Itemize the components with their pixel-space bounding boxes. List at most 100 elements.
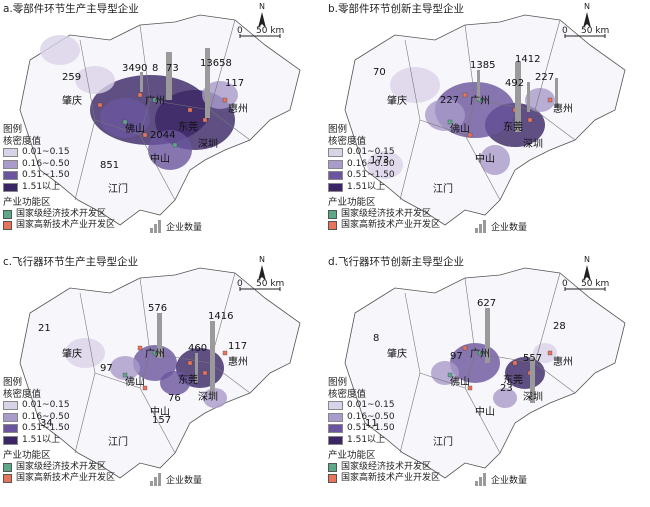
legend-swatch — [328, 401, 343, 411]
legend-swatch — [3, 412, 18, 422]
map-svg — [19, 12, 301, 226]
count-bar — [210, 321, 215, 396]
legend-zone-swatch — [3, 474, 12, 484]
count-label: 1416 — [208, 311, 234, 322]
legend-class-label: 0.16~0.50 — [22, 158, 70, 169]
legend-title: 图例 — [328, 377, 348, 388]
density-area — [202, 81, 238, 109]
legend-swatch — [328, 171, 343, 181]
panel-title: a.零部件环节生产主导型企业 — [3, 3, 139, 15]
count-label: 8 — [373, 333, 380, 344]
legend-class-label: 0.01~0.15 — [22, 147, 70, 157]
count-legend: 企业数量 — [475, 220, 527, 233]
legend-zone-swatch — [328, 474, 337, 484]
legend-class-row: 0.01~0.15 — [3, 400, 115, 412]
legend-zone-row: 国家级经济技术开发区 — [3, 462, 115, 474]
legend-class-label: 1.51以上 — [22, 434, 61, 445]
count-bar — [157, 313, 162, 358]
count-label: 1412 — [515, 54, 541, 65]
zone-marker — [137, 345, 143, 351]
map-svg — [344, 265, 626, 479]
zone-marker — [462, 345, 468, 351]
legend-class-label: 1.51以上 — [347, 434, 386, 445]
legend-zone-row: 国家级经济技术开发区 — [328, 462, 440, 474]
count-label: 76 — [168, 393, 181, 404]
legend-zone-row: 国家级经济技术开发区 — [328, 209, 440, 221]
scale-bar — [564, 287, 606, 291]
legend-zone-label: 国家高新技术产业开发区 — [16, 220, 116, 230]
legend-zone-label: 国家高新技术产业开发区 — [16, 473, 116, 483]
count-bar — [205, 48, 210, 118]
city-label: 江门 — [433, 184, 453, 195]
count-label: 11 — [365, 418, 378, 429]
city-label: 东莞 — [503, 375, 523, 386]
count-bar — [527, 82, 530, 112]
legend-class-label: 0.01~0.15 — [22, 400, 70, 410]
legend-class-row: 1.51以上 — [328, 435, 440, 447]
city-label: 惠州 — [553, 104, 573, 115]
zone-marker — [222, 350, 228, 356]
density-area — [110, 356, 140, 380]
count-legend-bars-icon — [475, 220, 487, 233]
legend-class-label: 0.51~1.50 — [347, 170, 395, 180]
legend-swatch — [328, 424, 343, 434]
panel-title: c.飞行器环节生产主导型企业 — [3, 256, 139, 268]
count-bar — [515, 62, 521, 132]
city-label: 肇庆 — [62, 349, 82, 360]
panel-b: b.零部件环节创新主导型企业 N 0 50 km 肇庆 广州 佛山 东莞 惠州 江门 中山 深圳 70 1… — [325, 0, 650, 253]
zone-marker — [202, 117, 208, 123]
city-label: 中山 — [150, 154, 170, 165]
legend-zone-swatch — [3, 221, 12, 231]
north-arrow-icon — [258, 265, 266, 281]
zone-marker — [527, 117, 533, 123]
scale-zero: 0 — [237, 26, 243, 36]
city-label: 东莞 — [503, 122, 523, 133]
city-boundary — [534, 19, 561, 111]
legend-swatch — [328, 412, 343, 422]
count-label: 2044 — [150, 130, 176, 141]
count-legend: 企业数量 — [150, 220, 202, 233]
legend-zone-swatch — [328, 209, 337, 219]
legend-zone-row: 国家高新技术产业开发区 — [328, 473, 440, 485]
legend-class-row: 0.01~0.15 — [328, 147, 440, 159]
legend-zone-label: 国家高新技术产业开发区 — [341, 220, 441, 230]
legend-zone-swatch — [3, 462, 12, 472]
count-bar — [530, 358, 535, 403]
scale-zero: 0 — [237, 279, 243, 289]
map-svg — [19, 265, 301, 479]
density-area — [148, 130, 192, 170]
density-area — [65, 338, 105, 368]
map-legend: 图例 核密度值 0.01~0.15 0.16~0.50 0.51~1.50 1.51以上产… — [328, 377, 440, 485]
map-legend: 图例 核密度值 0.01~0.15 0.16~0.50 0.51~1.50 1.51以上产… — [3, 377, 115, 485]
legend-class-row: 0.16~0.50 — [3, 412, 115, 424]
count-label: 851 — [100, 160, 120, 171]
legend-title: 图例 — [3, 124, 23, 135]
density-area — [425, 99, 465, 131]
count-label: 23 — [500, 383, 513, 394]
count-label: 97 — [450, 351, 463, 362]
scale-bar — [239, 287, 281, 291]
legend-class-row: 0.16~0.50 — [328, 159, 440, 171]
legend-class-row: 0.16~0.50 — [328, 412, 440, 424]
map-legend: 图例 核密度值 0.01~0.15 0.16~0.50 0.51~1.50 1.51以上产… — [3, 124, 115, 232]
city-label: 深圳 — [523, 392, 543, 403]
legend-title: 图例 — [328, 124, 348, 135]
legend-class-label: 0.16~0.50 — [347, 158, 395, 169]
zone-marker — [97, 102, 103, 108]
zone-marker — [512, 360, 518, 366]
zone-marker — [462, 92, 468, 98]
count-label: 460 — [188, 343, 208, 354]
density-area — [367, 151, 403, 179]
city-label: 广州 — [470, 349, 490, 360]
city-label: 广州 — [145, 96, 165, 107]
legend-class-label: 0.01~0.15 — [347, 400, 395, 410]
legend-swatch — [3, 424, 18, 434]
count-bar — [140, 72, 143, 92]
legend-swatch — [328, 148, 343, 158]
city-label: 肇庆 — [62, 96, 82, 107]
count-legend: 企业数量 — [150, 473, 202, 486]
density-area — [75, 66, 115, 94]
city-boundary — [534, 272, 561, 364]
zone-marker — [142, 132, 148, 138]
count-label: 173 — [370, 155, 390, 166]
